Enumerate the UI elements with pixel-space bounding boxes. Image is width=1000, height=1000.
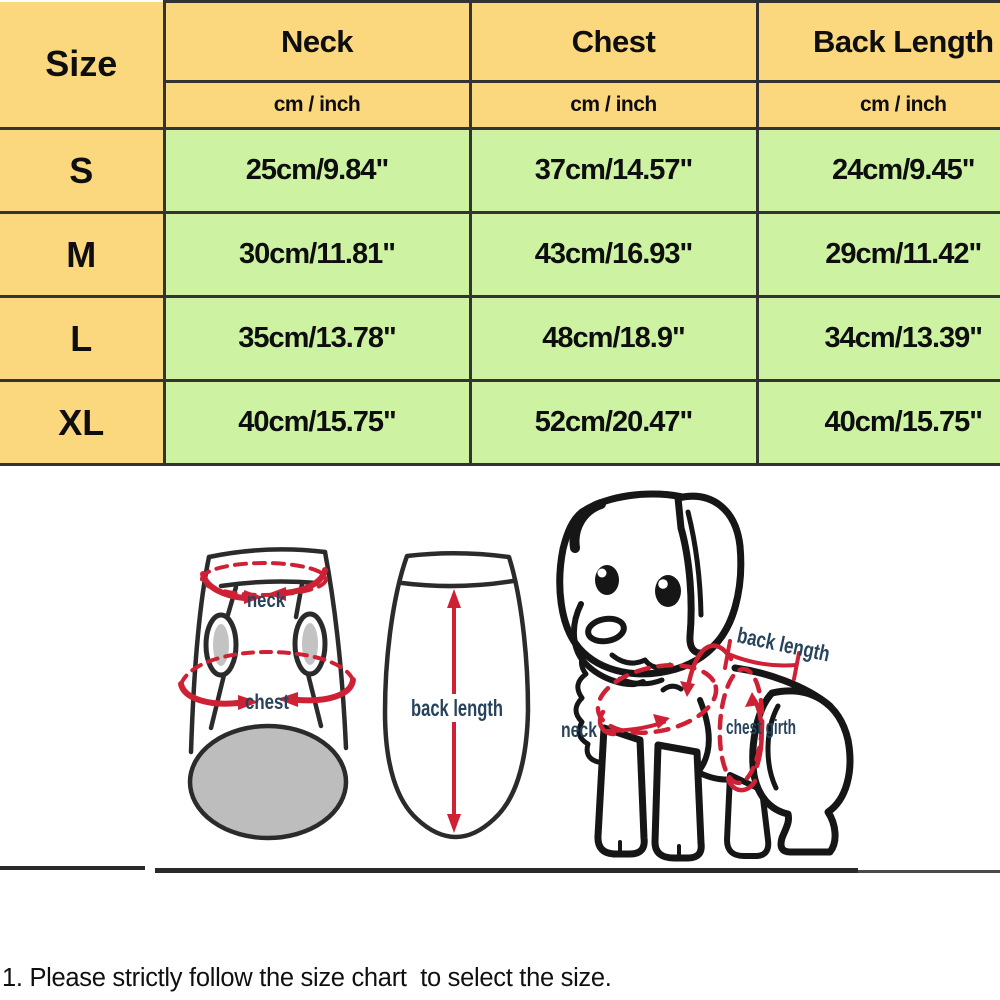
size-cell: XL: [0, 379, 166, 466]
chest-value-cell: 52cm/20.47": [468, 379, 759, 466]
measurement-diagram: neck chest back length: [178, 490, 854, 862]
back-length-value-cell: 40cm/15.75": [755, 379, 1000, 466]
footnotes: 1. Please strictly follow the size chart…: [2, 878, 987, 1000]
chest-value-cell: 43cm/16.93": [468, 211, 759, 298]
divider-line: [0, 866, 145, 870]
neck-value-cell: 40cm/15.75": [162, 379, 472, 466]
dog-measure-marks: [595, 639, 801, 793]
table-row: L 35cm/13.78" 48cm/18.9" 34cm/13.39": [0, 295, 1000, 382]
dog-neck-loop: [595, 663, 719, 735]
belly-patch: [187, 723, 349, 841]
unit-header-neck: cm / inch: [162, 80, 472, 130]
front-view-measure-marks: [178, 561, 356, 710]
back-view-back-length-label: back length: [411, 695, 503, 721]
corner-header-size: Size: [0, 1, 166, 130]
dog-eye: [655, 575, 681, 607]
neck-value-cell: 35cm/13.78": [162, 295, 472, 382]
neck-value-cell: 25cm/9.84": [162, 127, 472, 214]
dog-nose: [585, 615, 627, 645]
size-cell: L: [0, 295, 166, 382]
dog-eye: [595, 565, 619, 595]
table-row: M 30cm/11.81" 43cm/16.93" 29cm/11.42": [0, 211, 1000, 298]
dog-chest-fluff: [573, 642, 601, 765]
back-length-value-cell: 24cm/9.45": [755, 127, 1000, 214]
dog-neck-label: neck: [561, 719, 597, 742]
dog-front-leg: [651, 741, 705, 862]
chest-value-cell: 48cm/18.9": [468, 295, 759, 382]
size-cell: M: [0, 211, 166, 298]
divider-line: [858, 870, 1000, 873]
column-header-neck: Neck: [162, 0, 472, 83]
size-chart-table: Size Neck Chest Back Length cm / inch cm…: [0, 0, 1000, 466]
dog-chest-girth-label: chest girth: [726, 717, 796, 739]
size-cell: S: [0, 127, 166, 214]
dog-left-ear: [569, 499, 606, 553]
dog-haunch: [749, 687, 854, 856]
back-length-value-cell: 29cm/11.42": [755, 211, 1000, 298]
divider-line: [155, 868, 858, 873]
column-header-back-length: Back Length: [755, 0, 1000, 83]
dog-front-leg: [594, 724, 648, 858]
chest-value-cell: 37cm/14.57": [468, 127, 759, 214]
dog-illustration: [556, 490, 854, 862]
back-length-arrow: [447, 589, 461, 833]
back-length-value-cell: 34cm/13.39": [755, 295, 1000, 382]
unit-header-back-length: cm / inch: [755, 80, 1000, 130]
front-neck-label: neck: [247, 590, 286, 612]
unit-header-chest: cm / inch: [468, 80, 759, 130]
footnote-1: 1. Please strictly follow the size chart…: [2, 964, 612, 992]
garment-back-view: [382, 550, 531, 840]
column-header-chest: Chest: [468, 0, 759, 83]
front-chest-label: chest: [245, 691, 289, 714]
table-row: XL 40cm/15.75" 52cm/20.47" 40cm/15.75": [0, 379, 1000, 466]
table-row: S 25cm/9.84" 37cm/14.57" 24cm/9.45": [0, 127, 1000, 214]
neck-value-cell: 30cm/11.81": [162, 211, 472, 298]
